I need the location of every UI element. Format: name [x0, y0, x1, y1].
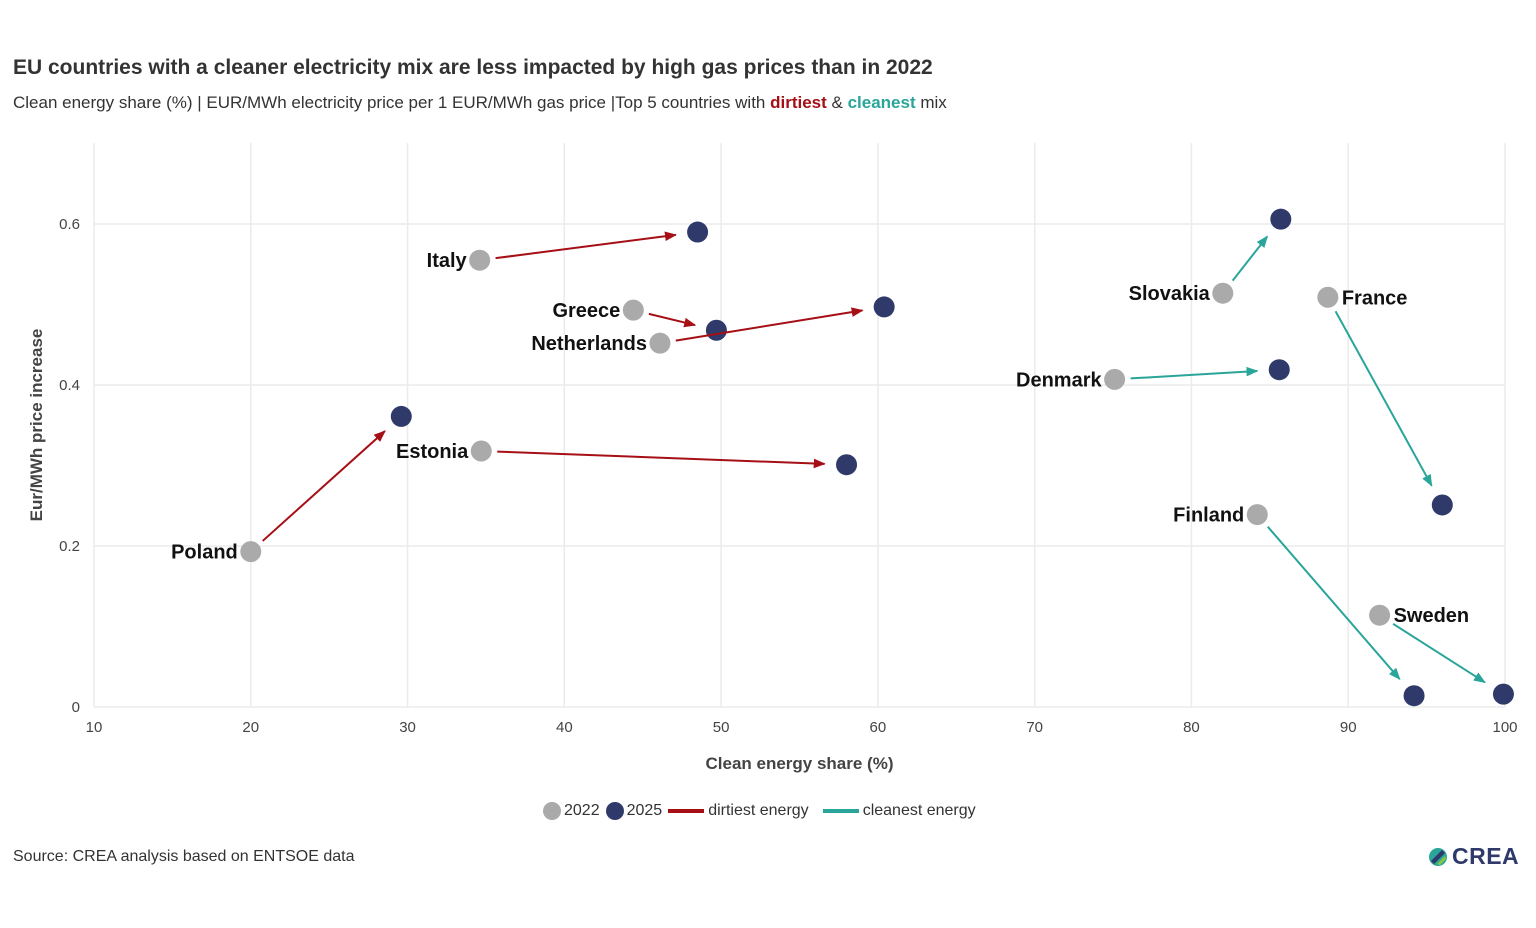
country-label-italy: Italy: [427, 250, 468, 272]
legend-2025-marker: [605, 802, 624, 820]
point-2022-denmark: [1104, 368, 1126, 390]
x-tick-label: 100: [1492, 719, 1517, 736]
point-2022-slovakia: [1212, 282, 1234, 304]
subtitle-amp: &: [826, 93, 848, 112]
country-label-finland: Finland: [1173, 505, 1244, 527]
y-tick-label: 0.6: [59, 216, 80, 233]
country-label-poland: Poland: [171, 542, 238, 564]
point-2022-estonia: [470, 440, 492, 462]
point-2022-france: [1317, 286, 1339, 308]
legend-2022-marker: [543, 802, 561, 820]
point-2025-france: [1431, 494, 1453, 516]
crea-leaf-icon: [1429, 847, 1447, 866]
chart-subtitle: Clean energy share (%) | EUR/MWh electri…: [13, 93, 947, 113]
point-2025-slovakia: [1270, 208, 1292, 230]
point-2022-poland: [240, 541, 262, 563]
arrow-denmark: [1130, 366, 1259, 380]
legend-dirtiest-line: [668, 809, 705, 813]
arrow-netherlands: [675, 307, 864, 342]
x-tick-label: 60: [870, 719, 887, 736]
legend-dirtiest-label: dirtiest energy: [708, 802, 809, 819]
country-label-sweden: Sweden: [1394, 605, 1470, 627]
arrow-greece: [648, 312, 697, 328]
crea-logo: CREA: [1428, 843, 1519, 870]
x-tick-label: 30: [399, 719, 416, 736]
subtitle-cleanest: cleanest: [847, 93, 916, 112]
x-tick-label: 10: [86, 719, 103, 736]
arrow-italy: [495, 231, 677, 260]
point-2025-finland: [1403, 685, 1425, 707]
country-label-france: France: [1342, 287, 1408, 309]
y-tick-label: 0.2: [59, 538, 80, 555]
y-tick-label: 0.4: [59, 377, 80, 394]
point-2022-sweden: [1369, 604, 1391, 626]
point-2025-estonia: [836, 454, 858, 476]
x-tick-label: 20: [242, 719, 259, 736]
x-tick-label: 40: [556, 719, 573, 736]
country-label-greece: Greece: [552, 300, 620, 322]
arrow-poland: [262, 430, 386, 542]
subtitle-prefix: Clean energy share (%) | EUR/MWh electri…: [13, 93, 771, 112]
subtitle-suffix: mix: [915, 93, 947, 112]
subtitle-dirtiest: dirtiest: [770, 93, 827, 112]
country-label-netherlands: Netherlands: [531, 333, 647, 355]
arrow-sweden: [1392, 622, 1486, 684]
x-tick-label: 70: [1026, 719, 1043, 736]
x-axis-label: Clean energy share (%): [705, 754, 893, 773]
arrow-estonia: [497, 450, 826, 469]
y-axis-label: Eur/MWh price increase: [27, 329, 46, 522]
logo-text: CREA: [1452, 843, 1520, 869]
point-2025-greece: [705, 319, 727, 341]
point-2022-finland: [1246, 504, 1268, 526]
x-tick-label: 90: [1340, 719, 1357, 736]
source-note: Source: CREA analysis based on ENTSOE da…: [13, 848, 355, 865]
legend-2022-label: 2022: [564, 802, 600, 819]
legend: 2022 2025 dirtiest energy cleanest energ…: [543, 802, 982, 820]
country-label-slovakia: Slovakia: [1129, 283, 1211, 305]
x-tick-label: 50: [713, 719, 730, 736]
point-2022-italy: [469, 249, 491, 271]
legend-2025-label: 2025: [626, 802, 663, 819]
country-label-denmark: Denmark: [1016, 369, 1102, 391]
arrow-finland: [1267, 526, 1401, 681]
point-2022-netherlands: [649, 332, 671, 354]
country-label-estonia: Estonia: [396, 441, 469, 463]
arrow-slovakia: [1231, 235, 1269, 282]
point-2025-netherlands: [873, 296, 895, 318]
point-2025-italy: [687, 221, 709, 243]
y-tick-label: 0: [72, 699, 80, 716]
point-2022-greece: [622, 299, 644, 321]
legend-cleanest-label: cleanest energy: [862, 802, 976, 819]
legend-cleanest-line: [822, 809, 859, 813]
point-2025-sweden: [1492, 683, 1514, 705]
point-2025-denmark: [1268, 359, 1290, 381]
x-tick-label: 80: [1183, 719, 1200, 736]
chart-title: EU countries with a cleaner electricity …: [13, 56, 933, 79]
point-2025-poland: [390, 405, 412, 427]
arrow-france: [1334, 310, 1433, 487]
